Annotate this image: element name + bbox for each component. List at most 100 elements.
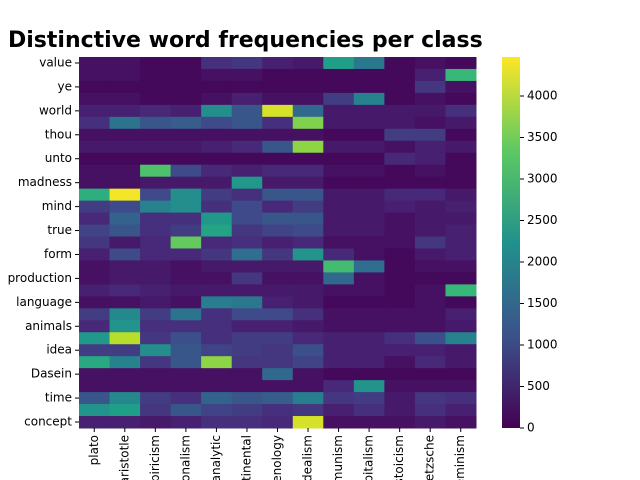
heatmap-cell [323, 92, 355, 106]
heatmap-cell [292, 392, 324, 405]
heatmap-cell [414, 152, 446, 166]
heatmap-cell [414, 116, 446, 130]
heatmap-cell [414, 104, 446, 118]
heatmap-cell [445, 80, 477, 94]
y-tick-label: idea [46, 343, 72, 357]
heatmap-cell [323, 57, 355, 70]
heatmap-cell [231, 332, 263, 345]
heatmap-cell [262, 92, 294, 106]
heatmap-cell [414, 260, 446, 273]
heatmap-cell [170, 236, 202, 249]
heatmap-cell [353, 68, 385, 82]
heatmap-cell [323, 320, 355, 333]
heatmap-cell [79, 176, 111, 190]
heatmap-cell [414, 188, 446, 202]
heatmap-cell [201, 200, 233, 214]
y-tick-label: time [45, 391, 72, 405]
heatmap-cell [292, 57, 324, 70]
heatmap-cell [353, 260, 385, 273]
heatmap-cell [353, 380, 385, 393]
heatmap-cell [170, 164, 202, 178]
heatmap-cell [201, 57, 233, 70]
heatmap-cell [201, 272, 233, 285]
heatmap-cell [384, 57, 416, 70]
heatmap-cell [445, 152, 477, 166]
heatmap-cell [414, 332, 446, 345]
heatmap-cell [353, 128, 385, 142]
heatmap-cell [231, 200, 263, 214]
x-tick-label: rationalism [178, 435, 192, 480]
heatmap-cell [231, 236, 263, 249]
heatmap-cell [384, 260, 416, 273]
heatmap-cell [384, 308, 416, 321]
heatmap-cell [262, 332, 294, 345]
heatmap-cell [79, 296, 111, 309]
y-tick-label: animals [25, 319, 72, 333]
x-tick-label: plato [87, 435, 101, 465]
heatmap-cell [323, 296, 355, 309]
heatmap-cell [79, 224, 111, 238]
y-tick-label: thou [45, 127, 72, 141]
heatmap-cell [292, 188, 324, 202]
heatmap-cell [109, 188, 141, 202]
heatmap-cell [353, 368, 385, 381]
x-tick-label: empiricism [148, 435, 162, 480]
heatmap-cell [353, 80, 385, 94]
heatmap-cell [170, 224, 202, 238]
heatmap-cell [445, 116, 477, 130]
heatmap-cell [262, 68, 294, 82]
heatmap-cell [231, 68, 263, 82]
heatmap-cell [414, 200, 446, 214]
heatmap-cell [201, 164, 233, 178]
heatmap-cell [231, 260, 263, 273]
heatmap-cell [445, 68, 477, 82]
heatmap-cell [292, 260, 324, 273]
heatmap-cell [262, 104, 294, 118]
heatmap-cell [140, 332, 172, 345]
heatmap-cell [79, 140, 111, 154]
heatmap-cell [170, 272, 202, 285]
heatmap-cell [262, 380, 294, 393]
heatmap-cell [384, 272, 416, 285]
heatmap-cell [231, 176, 263, 190]
heatmap-cell [353, 248, 385, 261]
heatmap-cell [292, 212, 324, 226]
heatmap-cell [201, 320, 233, 333]
heatmap-cell [170, 308, 202, 321]
heatmap-cell [323, 380, 355, 393]
heatmap-cell [292, 80, 324, 94]
heatmap-cell [384, 236, 416, 249]
heatmap-cell [292, 404, 324, 417]
heatmap-cell [384, 320, 416, 333]
heatmap-cell [140, 152, 172, 166]
colorbar-tick-label: 500 [527, 379, 550, 393]
heatmap-cell [231, 368, 263, 381]
heatmap-cell [201, 224, 233, 238]
colorbar-tick-label: 0 [527, 421, 535, 435]
heatmap-cell [353, 236, 385, 249]
heatmap-cell [414, 80, 446, 94]
heatmap-cell [384, 332, 416, 345]
heatmap-cell [262, 344, 294, 357]
heatmap-cell [262, 128, 294, 142]
heatmap-cell [323, 236, 355, 249]
heatmap-cell [79, 200, 111, 214]
heatmap-cell [353, 57, 385, 70]
heatmap-cell [231, 164, 263, 178]
heatmap-cell [201, 368, 233, 381]
heatmap-cell [384, 104, 416, 118]
heatmap-cell [140, 308, 172, 321]
heatmap-cell [231, 224, 263, 238]
heatmap-cell [79, 308, 111, 321]
heatmap-cell [170, 188, 202, 202]
heatmap-cell [323, 212, 355, 226]
heatmap-cell [79, 68, 111, 82]
heatmap-cell [323, 368, 355, 381]
x-tick-label: feminism [453, 435, 467, 480]
heatmap-cell [323, 68, 355, 82]
heatmap-cell [109, 308, 141, 321]
heatmap-cell [170, 104, 202, 118]
heatmap-cell [231, 296, 263, 309]
heatmap-cell [414, 236, 446, 249]
heatmap-cell [445, 296, 477, 309]
